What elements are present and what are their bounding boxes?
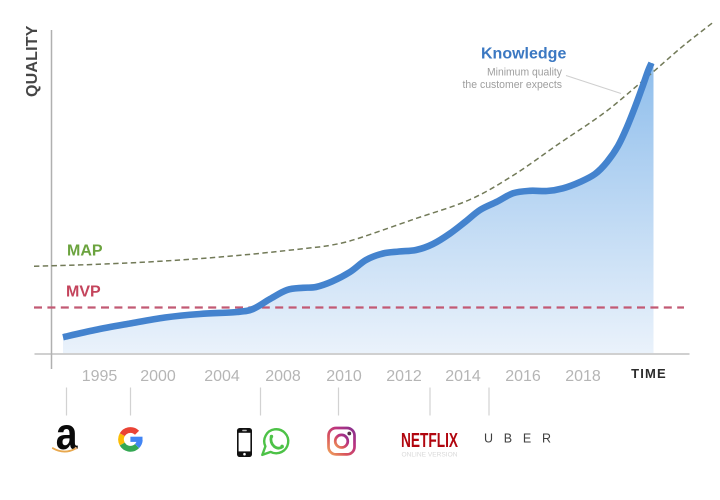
- svg-text:Knowledge: Knowledge: [481, 46, 566, 63]
- svg-text:2014: 2014: [445, 368, 481, 385]
- svg-text:2008: 2008: [265, 368, 301, 385]
- svg-text:UBER: UBER: [484, 432, 551, 446]
- svg-text:QUALITY: QUALITY: [24, 25, 41, 97]
- svg-text:2016: 2016: [505, 368, 541, 385]
- svg-text:1995: 1995: [82, 368, 118, 385]
- svg-text:Minimum quality: Minimum quality: [487, 67, 562, 79]
- svg-text:2018: 2018: [565, 368, 601, 385]
- svg-text:the customer expects: the customer expects: [463, 79, 563, 91]
- svg-text:MAP: MAP: [67, 242, 103, 259]
- svg-text:2010: 2010: [326, 368, 362, 385]
- svg-text:2012: 2012: [386, 368, 422, 385]
- svg-text:2004: 2004: [204, 368, 240, 385]
- svg-text:ONLINE VERSION: ONLINE VERSION: [402, 453, 458, 459]
- svg-text:MVP: MVP: [66, 283, 101, 300]
- svg-text:NETFLIX: NETFLIX: [401, 429, 458, 452]
- svg-text:TIME: TIME: [631, 366, 667, 381]
- svg-text:a: a: [56, 409, 78, 459]
- svg-text:2000: 2000: [140, 368, 176, 385]
